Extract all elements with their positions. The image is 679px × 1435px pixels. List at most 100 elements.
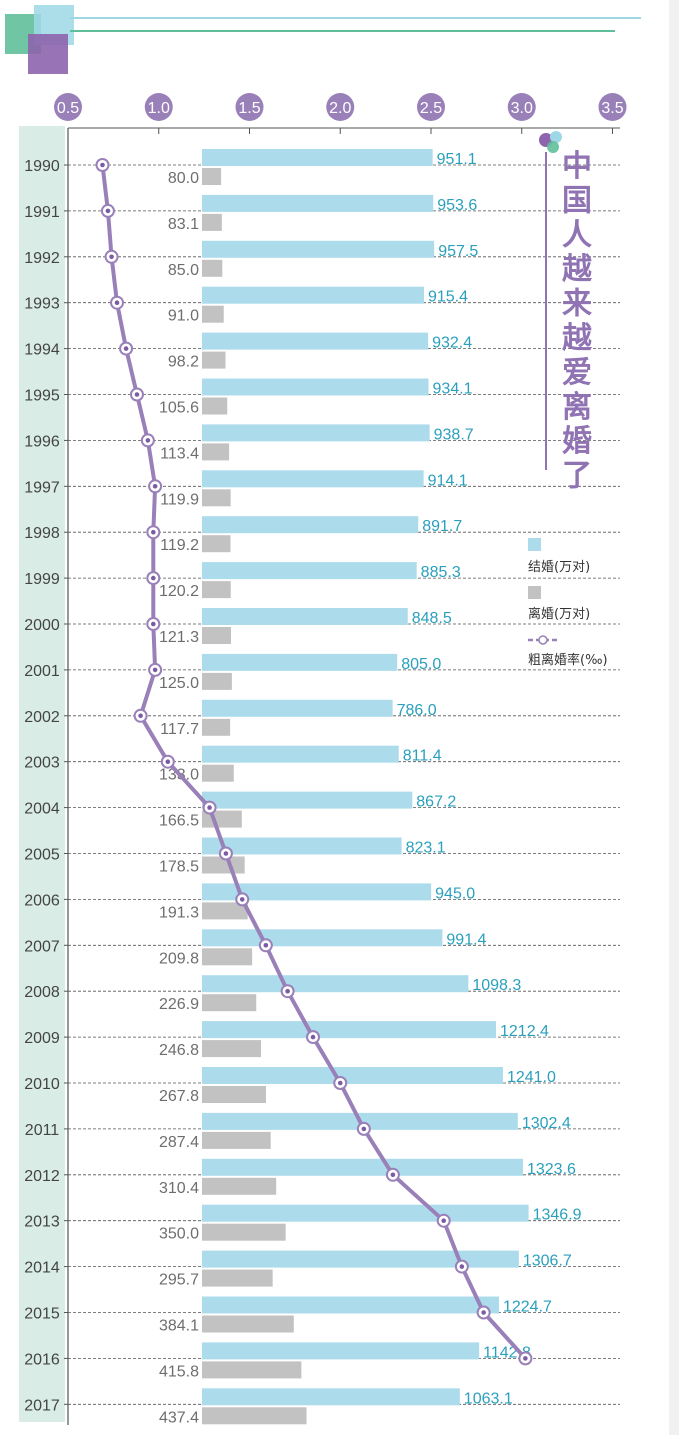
rate-axis-tick-circle [598, 93, 627, 121]
divorce-bar [202, 1361, 302, 1379]
divorce-value-label: 166.5 [159, 813, 199, 830]
marriage-bar [202, 975, 469, 993]
marriage-bar [202, 745, 399, 763]
rate-axis-tick-label: 1.0 [148, 100, 170, 117]
rate-axis-tick-circle [144, 93, 173, 121]
year-label: 1991 [24, 204, 60, 221]
rate-point-center [151, 621, 156, 627]
marriage-bar [202, 149, 433, 166]
rate-point-center [263, 943, 269, 948]
divorce-bar [202, 764, 234, 782]
marriage-bar [202, 378, 429, 396]
rate-point-center [134, 392, 140, 397]
divorce-bar [202, 1086, 267, 1103]
marriage-value-label: 891.7 [422, 518, 462, 535]
year-label: 2001 [24, 663, 60, 680]
legend-rate-marker [538, 635, 548, 645]
rate-axis-tick-circle [326, 93, 355, 121]
rate-axis-tick-label: 2.0 [329, 100, 351, 117]
divorce-bar [202, 1177, 277, 1195]
divorce-bar [202, 397, 228, 415]
rate-point-center [151, 575, 156, 581]
divorce-bar [202, 168, 222, 185]
divorce-bar [202, 1131, 271, 1149]
marriage-value-label: 951.1 [437, 151, 477, 168]
chart-title-char: 越 [562, 252, 593, 287]
marriage-bar [202, 240, 435, 258]
marriage-bar [202, 929, 443, 947]
year-label: 2011 [25, 1122, 60, 1139]
rate-axis-tick-circle [235, 93, 264, 121]
corner-decoration [5, 5, 641, 74]
marriage-bar [202, 791, 413, 809]
rate-point-center [390, 1172, 396, 1178]
rate-point-center [481, 1310, 486, 1315]
year-label: 2012 [24, 1168, 60, 1185]
chart-title-char: 婚 [562, 424, 592, 459]
marriage-bar [202, 562, 417, 580]
rate-point-center [152, 484, 158, 489]
year-label: 2005 [24, 847, 60, 864]
legend-marriage-swatch [528, 538, 541, 551]
year-label: 2008 [24, 984, 60, 1001]
chart-title-char: 越 [562, 321, 593, 356]
year-label: 1997 [24, 479, 60, 496]
marriage-value-label: 1098.3 [472, 977, 521, 994]
rate-point-center [165, 759, 171, 764]
marriage-bar [202, 1158, 523, 1176]
marriage-value-label: 1241.0 [507, 1069, 556, 1086]
marriage-value-label: 1323.6 [527, 1161, 576, 1178]
year-label: 2016 [24, 1351, 60, 1368]
year-label: 2010 [24, 1076, 60, 1093]
divorce-value-label: 226.9 [159, 996, 199, 1013]
rate-axis-tick-circle [417, 93, 445, 121]
marriage-bar [202, 1296, 499, 1314]
rate-point-center [239, 897, 245, 902]
rate-axis-tick-label: 2.5 [420, 100, 442, 117]
divorce-value-label: 113.4 [160, 445, 199, 462]
rate-axis-tick-circle [507, 93, 536, 121]
year-label: 1992 [24, 250, 60, 267]
divorce-bar [202, 948, 253, 966]
rate-point-center [223, 851, 229, 856]
rate-point-center [337, 1080, 343, 1086]
rate-point-center [123, 346, 129, 351]
year-label: 2014 [24, 1260, 60, 1277]
divorce-value-label: 125.0 [159, 675, 199, 692]
marriage-bar [202, 194, 434, 212]
marriage-value-label: 811.4 [403, 748, 442, 765]
marriage-value-label: 867.2 [416, 794, 456, 811]
marriage-value-label: 1063.1 [464, 1390, 513, 1407]
marriage-bar [202, 286, 424, 304]
divorce-value-label: 105.6 [159, 400, 199, 417]
divorce-value-label: 350.0 [159, 1226, 199, 1243]
divorce-value-label: 267.8 [159, 1088, 199, 1105]
rate-point-center [523, 1356, 528, 1361]
year-label: 2013 [24, 1214, 60, 1231]
divorce-bar [202, 994, 257, 1012]
marriage-value-label: 945.0 [435, 885, 475, 902]
legend-divorce-label: 离婚(万对) [528, 606, 590, 622]
rate-point-center [310, 1034, 316, 1040]
legend-marriage-label: 结婚(万对) [528, 560, 590, 575]
marriage-value-label: 915.4 [428, 289, 468, 306]
marriage-value-label: 953.6 [437, 197, 477, 214]
marriage-value-label: 932.4 [432, 335, 472, 352]
year-label: 1993 [24, 296, 60, 313]
rate-point-center [138, 713, 143, 719]
divorce-bar [202, 259, 223, 277]
marriage-value-label: 823.1 [406, 840, 446, 857]
marriage-value-label: 848.5 [412, 610, 452, 627]
chart-title-char: 离 [562, 390, 592, 425]
marriage-value-label: 885.3 [421, 564, 461, 581]
divorce-bar [202, 1269, 273, 1287]
divorce-value-label: 120.2 [159, 583, 199, 600]
marriage-bar [202, 699, 393, 717]
rate-point-center [361, 1126, 367, 1132]
divorce-value-label: 80.0 [168, 170, 199, 187]
year-column-background [19, 126, 65, 1422]
divorce-bar [202, 443, 230, 461]
divorce-value-label: 117.7 [160, 721, 199, 738]
marriage-value-label: 914.1 [428, 472, 468, 489]
year-label: 2004 [24, 801, 60, 818]
